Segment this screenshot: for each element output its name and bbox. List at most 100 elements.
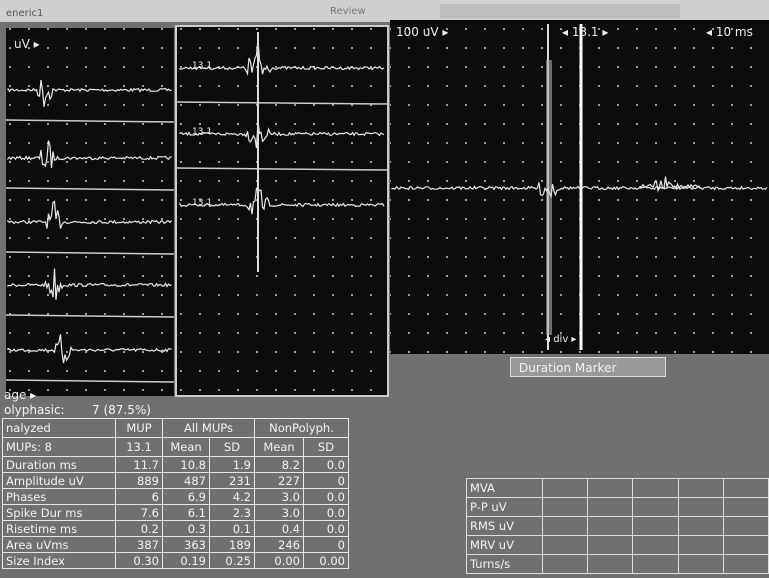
mva-cell [588,536,633,555]
stats-cell: 487 [163,473,210,489]
stats-cell: 0.19 [163,553,210,569]
middle-grid [176,26,388,396]
stats-cell: 0.1 [210,521,255,537]
left-scale: uV ▸ [14,37,40,51]
stats-cell: Size Index [3,553,116,569]
polyphasic-label: olyphasic: [4,403,65,417]
duration-marker-button[interactable]: Duration Marker [510,357,666,377]
right-scale: 100 uV ▸ [396,25,448,39]
stats-cell: 7.6 [116,505,163,521]
stats-cell: 10.8 [163,457,210,473]
stats-cell: Risetime ms [3,521,116,537]
stats-cell: 3.0 [255,505,304,521]
mva-cell [678,517,723,536]
stats-cell: 889 [116,473,163,489]
stats-cell: 6 [116,489,163,505]
mup-label: 13.1 [192,127,212,137]
mva-cell [588,479,633,498]
header-cell: Mean [163,438,210,457]
stats-cell: 11.7 [116,457,163,473]
page-label[interactable]: age ▸ [4,388,36,402]
stats-cell: 0.4 [255,521,304,537]
stats-cell: Duration ms [3,457,116,473]
div-control[interactable]: ◂ div ▸ [545,334,576,345]
header-cell: Mean [255,438,304,457]
mva-cell: MRV uV [467,536,543,555]
stats-cell: 246 [255,537,304,553]
mva-cell [678,479,723,498]
mva-cell [633,498,678,517]
stats-row: Amplitude uV8894872312270 [3,473,349,489]
stats-cell: 0 [304,473,349,489]
mva-row: P-P uV [467,498,769,517]
stats-cell: 2.3 [210,505,255,521]
mva-cell: Turns/s [467,555,543,574]
mup-label: 13.1 [192,198,212,208]
stats-cell: 0.0 [304,505,349,521]
stats-cell: 6.1 [163,505,210,521]
stats-cell: 231 [210,473,255,489]
mva-cell [542,536,587,555]
stats-cell: 387 [116,537,163,553]
header-cell: 13.1 [116,438,163,457]
stats-cell: 363 [163,537,210,553]
header-cell: All MUPs [163,419,255,438]
stats-cell: 0.0 [304,489,349,505]
stats-cell: 189 [210,537,255,553]
header-cell: SD [210,438,255,457]
stats-cell: 0 [304,537,349,553]
mva-cell [723,498,768,517]
header-cell: SD [304,438,349,457]
stats-cell: 0.0 [304,521,349,537]
polyphasic-value: 7 (87.5%) [92,403,151,417]
stats-cell: 0.30 [116,553,163,569]
mva-row: MVA [467,479,769,498]
mva-cell [542,479,587,498]
mva-cell [723,555,768,574]
mva-cell [588,555,633,574]
mva-cell [678,555,723,574]
stats-cell: 8.2 [255,457,304,473]
stats-cell: Amplitude uV [3,473,116,489]
header-text: MUPs: [6,440,41,454]
mup-statistics-table: nalyzed MUP All MUPs NonPolyph. MUPs: 8 … [2,418,349,569]
stats-cell: Area uVms [3,537,116,553]
mva-cell [633,536,678,555]
mva-cell: P-P uV [467,498,543,517]
header-cell: MUPs: 8 [3,438,116,457]
header-cell: MUP [116,419,163,438]
app-label: eneric1 [6,8,43,19]
mup-label: 13.1 [192,61,212,71]
stats-cell: Phases [3,489,116,505]
mva-cell: MVA [467,479,543,498]
stats-cell: 227 [255,473,304,489]
mva-row: RMS uV [467,517,769,536]
mva-cell [678,536,723,555]
header-cell: nalyzed [3,419,116,438]
stats-cell: 0.00 [255,553,304,569]
mva-cell: RMS uV [467,517,543,536]
left-grid [6,28,174,396]
stats-cell: 0.2 [116,521,163,537]
mup-selector[interactable]: ◂ 13.1 ▸ [562,25,608,39]
toolbar [440,4,680,18]
mva-cell [633,555,678,574]
mva-cell [723,479,768,498]
mva-cell [588,498,633,517]
stats-cell: Spike Dur ms [3,505,116,521]
menu-item[interactable]: Review [330,6,366,17]
stats-cell: 4.2 [210,489,255,505]
emg-screen: eneric1 Review uV ▸ 100 uV ▸ ◂ 13.1 ▸ ◂ … [0,0,769,578]
stats-cell: 6.9 [163,489,210,505]
sweep-speed[interactable]: ◂ 10 ms [706,25,753,39]
mva-row: Turns/s [467,555,769,574]
stats-cell: 0.0 [304,457,349,473]
mva-cell [633,517,678,536]
